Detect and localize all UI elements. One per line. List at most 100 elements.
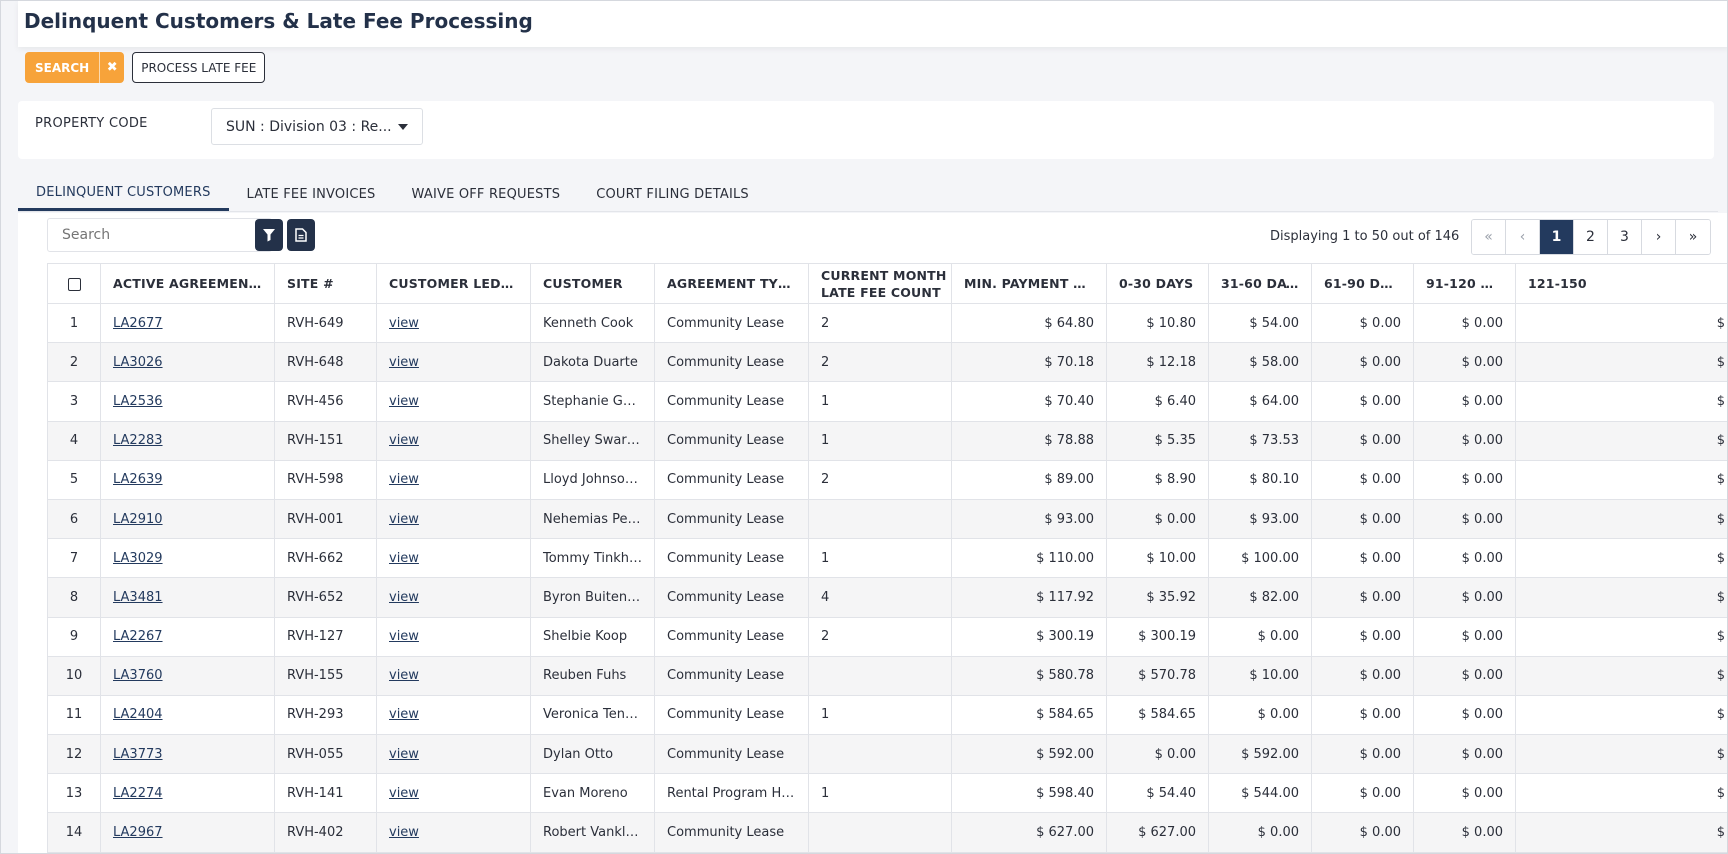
agreement-id-link[interactable]: LA3760 — [113, 668, 163, 684]
min-payment-due: $ 584.65 — [951, 694, 1107, 736]
amount-0-30: $ 35.92 — [1106, 577, 1209, 618]
ledger-view-link[interactable]: view — [389, 472, 419, 488]
page-button-2[interactable]: 2 — [1574, 220, 1608, 254]
search-input[interactable] — [47, 218, 272, 252]
amount-61-90: $ 0.00 — [1311, 616, 1414, 657]
table-cell: view — [376, 498, 531, 540]
main-content: Displaying 1 to 50 out of 146 « ‹ 1 2 3 … — [18, 213, 1727, 853]
ledger-view-link[interactable]: view — [389, 825, 419, 841]
ledger-view-link[interactable]: view — [389, 433, 419, 449]
select-all-checkbox[interactable] — [47, 263, 101, 304]
agreement-id-link[interactable]: LA2536 — [113, 393, 163, 409]
column-header-0-30-days[interactable]: 0-30 DAYS — [1106, 263, 1209, 304]
min-payment-due: $ 70.18 — [951, 342, 1107, 383]
table-cell: LA2639 — [100, 459, 275, 500]
pagination: « ‹ 1 2 3 › » — [1471, 219, 1711, 255]
agreement-id-link[interactable]: LA2639 — [113, 472, 163, 488]
table-row[interactable]: 12 LA3773 RVH-055 view Dylan Otto Community L… — [47, 734, 1727, 775]
agreement-id-link[interactable]: LA2967 — [113, 825, 163, 841]
table-header-row: ACTIVE AGREEMENT ID SITE # CUSTOMER LEDG… — [47, 263, 1727, 304]
amount-91-120: $ 0.00 — [1413, 459, 1516, 500]
ledger-view-link[interactable]: view — [389, 393, 419, 409]
ledger-view-link[interactable]: view — [389, 629, 419, 645]
page-button-3[interactable]: 3 — [1608, 220, 1642, 254]
property-code-select[interactable]: SUN : Division 03 : Re... — [211, 108, 423, 145]
column-header-site[interactable]: SITE # — [274, 263, 377, 304]
table-row[interactable]: 9 LA2267 RVH-127 view Shelbie Koop Community … — [47, 616, 1727, 657]
table-row[interactable]: 1 LA2677 RVH-649 view Kenneth Cook Community … — [47, 302, 1727, 344]
amount-0-30: $ 12.18 — [1106, 342, 1209, 383]
agreement-id-link[interactable]: LA3029 — [113, 550, 163, 566]
ledger-view-link[interactable]: view — [389, 511, 419, 527]
process-late-fee-button[interactable]: PROCESS LATE FEE — [132, 52, 266, 83]
ledger-view-link[interactable]: view — [389, 550, 419, 566]
column-header-customer-ledger[interactable]: CUSTOMER LEDGER — [376, 263, 531, 304]
column-header-min-payment[interactable]: MIN. PAYMENT DUE — [951, 263, 1107, 304]
agreement-id-link[interactable]: LA2267 — [113, 629, 163, 645]
filter-icon — [263, 229, 275, 242]
table-row[interactable]: 3 LA2536 RVH-456 view Stephanie Geo... Commun… — [47, 381, 1727, 422]
amount-61-90: $ 0.00 — [1311, 812, 1414, 853]
search-button[interactable]: SEARCH ✖ — [25, 52, 125, 83]
amount-31-60: $ 0.00 — [1208, 812, 1312, 853]
table-row[interactable]: 4 LA2283 RVH-151 view Shelley Swarvar Communi… — [47, 420, 1727, 461]
amount-0-30: $ 10.80 — [1106, 302, 1209, 344]
ledger-view-link[interactable]: view — [389, 746, 419, 762]
ledger-view-link[interactable]: view — [389, 668, 419, 684]
agreement-id-link[interactable]: LA3773 — [113, 746, 163, 762]
late-fee-count: 1 — [808, 773, 952, 814]
ledger-view-link[interactable]: view — [389, 315, 419, 331]
late-fee-count: 2 — [808, 302, 952, 344]
first-page-button[interactable]: « — [1472, 220, 1506, 254]
column-header-91-120-days[interactable]: 91-120 DAYS — [1413, 263, 1516, 304]
table-row[interactable]: 10 LA3760 RVH-155 view Reuben Fuhs Community … — [47, 655, 1727, 696]
column-header-line-1: CURRENT MONTH — [821, 267, 947, 283]
ledger-view-link[interactable]: view — [389, 785, 419, 801]
table-row[interactable]: 2 LA3026 RVH-648 view Dakota Duarte Community… — [47, 342, 1727, 383]
column-header-customer[interactable]: CUSTOMER — [530, 263, 655, 304]
column-header-agreement-id[interactable]: ACTIVE AGREEMENT ID — [100, 263, 275, 304]
column-header-late-fee-count[interactable]: CURRENT MONTH LATE FEE COUNT — [808, 263, 952, 304]
table-row[interactable]: 11 LA2404 RVH-293 view Veronica Tene... Commu… — [47, 694, 1727, 736]
agreement-id-link[interactable]: LA2910 — [113, 511, 163, 527]
min-payment-due: $ 117.92 — [951, 577, 1107, 618]
agreement-id-link[interactable]: LA3481 — [113, 589, 163, 605]
ledger-view-link[interactable]: view — [389, 707, 419, 723]
next-page-button[interactable]: › — [1642, 220, 1676, 254]
table-row[interactable]: 13 LA2274 RVH-141 view Evan Moreno Rental Pro… — [47, 773, 1727, 814]
agreement-id-link[interactable]: LA2404 — [113, 707, 163, 723]
row-number: 14 — [47, 812, 101, 853]
export-button[interactable] — [287, 219, 315, 251]
page-button-1[interactable]: 1 — [1540, 220, 1574, 254]
column-header-121-150-days[interactable]: 121-150 — [1515, 263, 1727, 304]
column-header-agreement-type[interactable]: AGREEMENT TYPE — [654, 263, 809, 304]
table-cell: LA2910 — [100, 498, 275, 540]
agreement-id-link[interactable]: LA2677 — [113, 315, 163, 331]
amount-0-30: $ 5.35 — [1106, 420, 1209, 461]
table-row[interactable]: 6 LA2910 RVH-001 view Nehemias Pec... Communi… — [47, 498, 1727, 540]
prev-page-button[interactable]: ‹ — [1506, 220, 1540, 254]
customer-name: Evan Moreno — [530, 773, 655, 814]
clear-search-icon[interactable]: ✖ — [99, 52, 124, 83]
agreement-id-link[interactable]: LA2283 — [113, 433, 163, 449]
column-header-61-90-days[interactable]: 61-90 DAYS — [1311, 263, 1414, 304]
tab-late-fee-invoices[interactable]: LATE FEE INVOICES — [246, 186, 376, 202]
ledger-view-link[interactable]: view — [389, 589, 419, 605]
table-cell: view — [376, 459, 531, 500]
table-row[interactable]: 7 LA3029 RVH-662 view Tommy Tinkha... Communi… — [47, 538, 1727, 579]
last-page-button[interactable]: » — [1676, 220, 1710, 254]
amount-31-60: $ 73.53 — [1208, 420, 1312, 461]
agreement-id-link[interactable]: LA3026 — [113, 354, 163, 370]
tab-waive-off-requests[interactable]: WAIVE OFF REQUESTS — [411, 186, 561, 202]
filter-button[interactable] — [255, 219, 283, 251]
ledger-view-link[interactable]: view — [389, 354, 419, 370]
table-row[interactable]: 5 LA2639 RVH-598 view Lloyd Johnson ... Commu… — [47, 459, 1727, 500]
tab-delinquent-customers[interactable]: DELINQUENT CUSTOMERS — [18, 177, 229, 211]
table-row[interactable]: 8 LA3481 RVH-652 view Byron Buitend... Commun… — [47, 577, 1727, 618]
search-button-label[interactable]: SEARCH — [35, 60, 90, 75]
tab-court-filing-details[interactable]: COURT FILING DETAILS — [596, 186, 749, 202]
table-row[interactable]: 14 LA2967 RVH-402 view Robert Vanklo... Commu… — [47, 812, 1727, 853]
column-header-31-60-days[interactable]: 31-60 DAYS — [1208, 263, 1312, 304]
agreement-id-link[interactable]: LA2274 — [113, 785, 163, 801]
amount-0-30: $ 0.00 — [1106, 498, 1209, 540]
